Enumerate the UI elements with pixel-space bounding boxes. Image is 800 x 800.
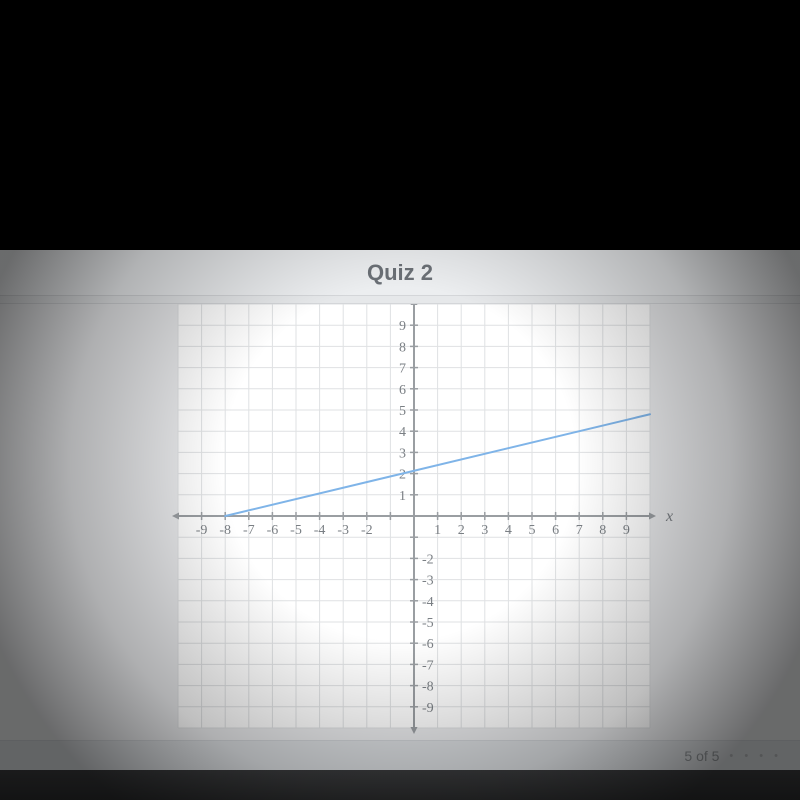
- svg-text:8: 8: [399, 340, 406, 355]
- svg-text:9: 9: [623, 523, 630, 538]
- svg-text:-4: -4: [422, 595, 434, 610]
- top-black-region: [0, 0, 800, 250]
- page-dots: • • • •: [729, 750, 782, 762]
- svg-text:3: 3: [481, 523, 488, 538]
- svg-text:7: 7: [576, 523, 583, 538]
- svg-text:x: x: [665, 508, 673, 525]
- bottom-strip: [0, 770, 800, 800]
- svg-text:9: 9: [399, 319, 406, 334]
- page-footer: 5 of 5 • • • •: [0, 740, 800, 770]
- line-chart: -9-8-7-6-5-4-3-2123456789123456789-2-3-4…: [120, 304, 680, 738]
- svg-text:-3: -3: [337, 523, 349, 538]
- svg-text:8: 8: [599, 523, 606, 538]
- quiz-page: Quiz 2 -9-8-7-6-5-4-3-212345678912345678…: [0, 250, 800, 770]
- svg-text:6: 6: [399, 383, 406, 398]
- svg-text:7: 7: [399, 362, 406, 377]
- header-divider: [0, 296, 800, 304]
- svg-text:-9: -9: [196, 523, 208, 538]
- page-title: Quiz 2: [367, 260, 433, 286]
- svg-text:-2: -2: [361, 523, 373, 538]
- svg-text:-4: -4: [314, 523, 326, 538]
- svg-text:-7: -7: [422, 658, 434, 673]
- page-counter: 5 of 5: [684, 748, 719, 764]
- svg-text:-9: -9: [422, 701, 434, 716]
- svg-text:1: 1: [399, 489, 406, 504]
- svg-text:-8: -8: [219, 523, 231, 538]
- svg-text:-5: -5: [290, 523, 302, 538]
- svg-text:6: 6: [552, 523, 559, 538]
- content-area: -9-8-7-6-5-4-3-2123456789123456789-2-3-4…: [0, 304, 800, 740]
- svg-text:4: 4: [505, 523, 512, 538]
- page-header: Quiz 2: [0, 250, 800, 296]
- svg-text:-6: -6: [422, 637, 434, 652]
- svg-text:1: 1: [434, 523, 441, 538]
- svg-text:4: 4: [399, 425, 406, 440]
- svg-text:-7: -7: [243, 523, 255, 538]
- svg-text:-8: -8: [422, 680, 434, 695]
- svg-text:-3: -3: [422, 574, 434, 589]
- svg-text:5: 5: [529, 523, 536, 538]
- svg-text:5: 5: [399, 404, 406, 419]
- svg-text:-6: -6: [267, 523, 279, 538]
- svg-text:-2: -2: [422, 552, 434, 567]
- svg-text:2: 2: [458, 523, 465, 538]
- svg-text:3: 3: [399, 446, 406, 461]
- svg-text:-5: -5: [422, 616, 434, 631]
